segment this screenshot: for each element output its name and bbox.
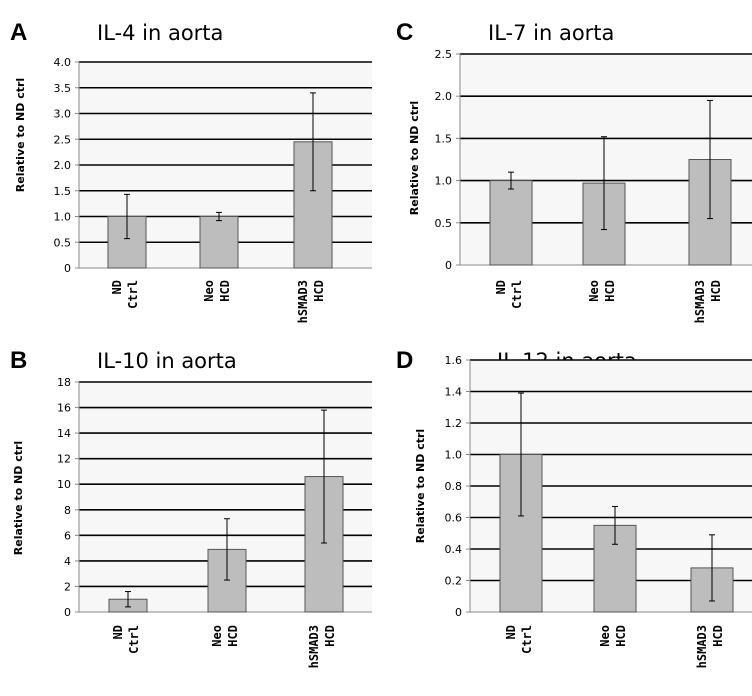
category-label: Ctrl	[520, 625, 534, 654]
category-label: HCD	[603, 280, 617, 302]
category-label: HCD	[323, 625, 337, 647]
y-tick-label: 0.5	[54, 236, 72, 249]
y-axis-label: Relative to ND ctrl	[14, 78, 27, 192]
y-tick-label: 1.6	[445, 354, 463, 367]
category-label: ND	[111, 625, 125, 639]
panel-d: DIL-12 in aorta00.20.40.60.81.01.21.41.6…	[396, 347, 752, 668]
category-label: Neo	[598, 625, 612, 647]
y-tick-label: 1.0	[435, 175, 453, 188]
category-label: Ctrl	[510, 280, 524, 309]
y-axis-label: Relative to ND ctrl	[408, 101, 421, 215]
category-label: HCD	[709, 280, 723, 302]
y-tick-label: 14	[57, 427, 71, 440]
y-tick-label: 1.4	[445, 386, 463, 399]
panel-c: C IL-7 in aorta 0 0.5 1.0 1.5 2.0 2.5 Relative t…	[396, 19, 752, 323]
category-label: Ctrl	[127, 625, 141, 654]
y-tick-label: 3.5	[54, 82, 72, 95]
category-label: Neo	[210, 625, 224, 647]
y-tick-label: 2.5	[435, 48, 453, 61]
y-tick-label: 0.2	[445, 575, 463, 588]
y-tick-label: 0	[445, 259, 452, 272]
category-label: HCD	[218, 280, 232, 302]
y-tick-label: 10	[57, 478, 71, 491]
y-axis-label: Relative to ND ctrl	[414, 429, 427, 543]
y-tick-label: 0	[455, 606, 462, 619]
chart-title: IL-7 in aorta	[488, 21, 614, 45]
y-axis-label: Relative to ND ctrl	[12, 441, 25, 555]
category-label: Ctrl	[126, 280, 140, 309]
y-tick-label: 4.0	[54, 56, 72, 69]
y-tick-label: 16	[57, 402, 71, 415]
category-label: hSMAD3	[693, 280, 707, 323]
y-tick-label: 0	[64, 606, 71, 619]
category-label: ND	[504, 625, 518, 639]
y-tick-label: 2.0	[435, 90, 453, 103]
category-label: ND	[494, 280, 508, 294]
panel-letter: C	[396, 19, 413, 46]
category-label: Neo	[587, 280, 601, 302]
category-label: hSMAD3	[695, 625, 709, 668]
y-tick-label: 8	[64, 504, 71, 517]
y-tick-label: 1.0	[445, 449, 463, 462]
y-tick-label: 2.5	[54, 133, 72, 146]
bar	[199, 216, 239, 269]
chart-title: IL-10 in aorta	[97, 349, 237, 373]
y-tick-label: 0.4	[445, 543, 463, 556]
panel-letter: D	[396, 347, 413, 374]
y-tick-label: 0.8	[445, 480, 463, 493]
category-label: hSMAD3	[307, 625, 321, 668]
category-label: Neo	[202, 280, 216, 302]
category-label: HCD	[614, 625, 628, 647]
y-tick-label: 3.0	[54, 108, 72, 121]
y-tick-label: 1.0	[54, 211, 72, 224]
y-tick-label: 6	[64, 529, 71, 542]
y-tick-label: 18	[57, 376, 71, 389]
y-tick-label: 1.5	[54, 185, 72, 198]
category-label: hSMAD3	[296, 280, 310, 323]
y-tick-label: 1.5	[435, 132, 453, 145]
y-tick-label: 2.0	[54, 159, 72, 172]
y-tick-label: 12	[57, 453, 71, 466]
panel-a: A IL-4 in aorta 0 0.5 1.0 1.5 2.0 2.5 3.0 3.5 4.0 R…	[10, 19, 372, 323]
y-tick-label: 0.6	[445, 512, 463, 525]
category-label: HCD	[711, 625, 725, 647]
y-tick-label: 0	[64, 262, 71, 275]
y-tick-label: 0.5	[435, 217, 453, 230]
y-tick-label: 2	[64, 580, 71, 593]
panel-b: B IL-10 in aorta 0 2 4 6 8 10 12 14 16 18 Relative t…	[10, 347, 372, 668]
chart-title: IL-4 in aorta	[97, 21, 223, 45]
y-tick-label: 1.2	[445, 417, 463, 430]
bar	[489, 180, 533, 266]
panel-letter: B	[10, 347, 27, 374]
panel-letter: A	[10, 19, 27, 46]
y-tick-label: 4	[64, 555, 71, 568]
category-label: HCD	[226, 625, 240, 647]
category-label: HCD	[312, 280, 326, 302]
category-label: ND	[110, 280, 124, 294]
